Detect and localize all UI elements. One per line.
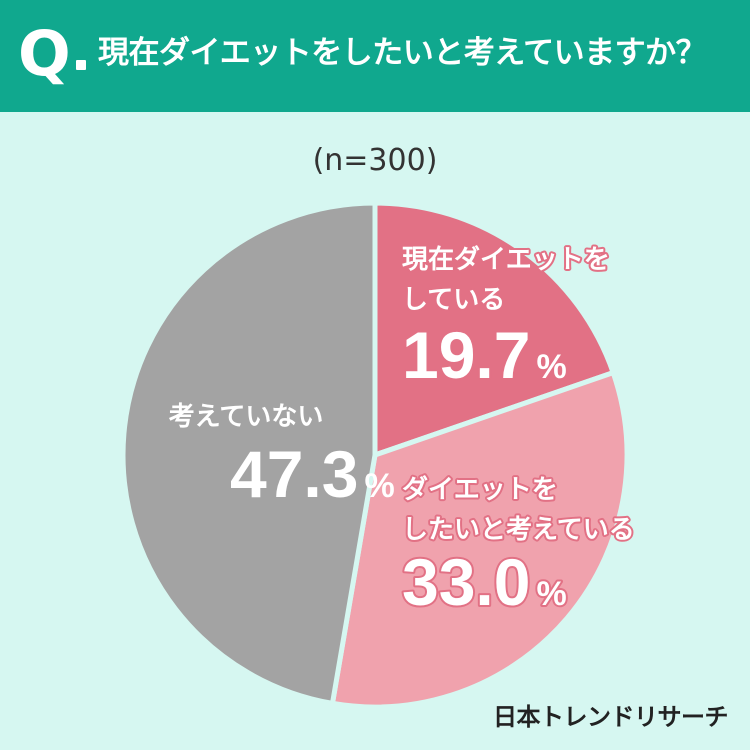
- slice-label-1-line-1: 現在ダイエットを: [402, 244, 610, 275]
- question-text: 現在ダイエットをしたいと考えていますか？: [98, 35, 707, 71]
- brand-logo: 日本トレンドリサーチ: [493, 703, 729, 731]
- slice-label-2-line-1: ダイエットを: [402, 474, 558, 505]
- slice-label-1-line-2: している: [402, 285, 505, 315]
- sample-size-label: (n=300): [312, 143, 438, 178]
- slice-value-2: 33.0%: [402, 545, 567, 619]
- slice-value-1: 19.7%: [402, 318, 567, 392]
- pie-slice-3: [120, 200, 378, 707]
- slice-value-3: 47.3%: [230, 437, 395, 511]
- slice-label-3-line-1: 考えていない: [169, 402, 324, 432]
- slice-label-2-line-2: したいと考えている: [402, 515, 635, 545]
- q-mark: Q: [18, 17, 71, 90]
- pie-slice-2: [329, 369, 630, 710]
- question-header: Q 現在ダイエットをしたいと考えていますか？: [0, 0, 750, 112]
- q-dot-decoration: [76, 60, 86, 70]
